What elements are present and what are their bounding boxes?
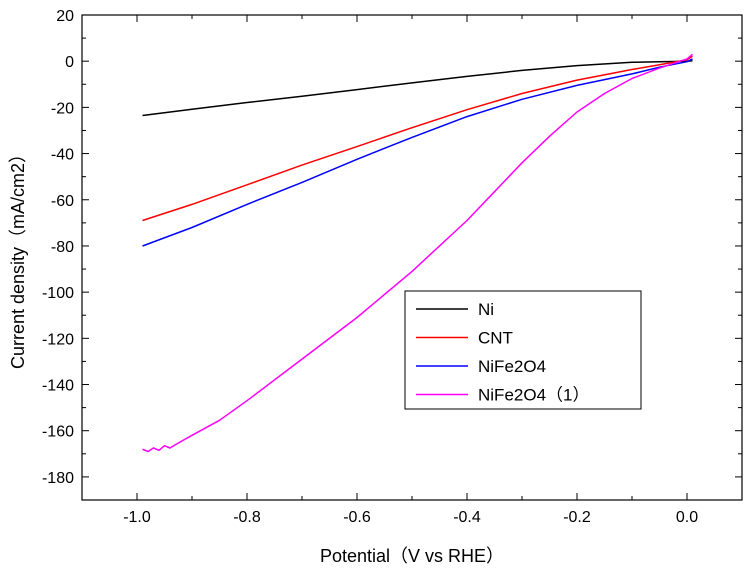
legend-label-2: NiFe2O4 — [478, 357, 546, 376]
x-tick-label: -0.6 — [343, 509, 371, 526]
legend-entries: Ni CNT NiFe2O4 NiFe2O4（1） — [416, 300, 589, 405]
y-tick-label: 20 — [56, 8, 74, 25]
x-tick-label: -1.0 — [123, 509, 151, 526]
y-tick-label: 0 — [65, 54, 74, 71]
legend-label-0: Ni — [478, 300, 494, 319]
legend-label-3: NiFe2O4（1） — [478, 386, 589, 405]
y-tick-label: -60 — [51, 193, 74, 210]
series-layer — [142, 53, 693, 453]
x-tick-label: -0.4 — [453, 509, 481, 526]
series-line-3 — [142, 53, 693, 453]
x-tick-label: -0.2 — [563, 509, 591, 526]
legend: Ni CNT NiFe2O4 NiFe2O4（1） — [404, 290, 642, 410]
y-tick-label: -160 — [42, 424, 74, 441]
legend-box — [404, 290, 642, 410]
x-tick-label: -0.8 — [233, 509, 261, 526]
y-tick-label: -140 — [42, 378, 74, 395]
series-line-1 — [142, 55, 693, 222]
y-tick-label: -100 — [42, 285, 74, 302]
series-line-0 — [142, 59, 693, 117]
tick-label-layer: -1.0 -0.8 -0.6 -0.4 -0.2 0.0 20 0 -20 -40 -60 -80 -1… — [42, 8, 698, 526]
tick-layer — [82, 14, 742, 500]
series-line-2 — [142, 58, 693, 247]
y-tick-label: -20 — [51, 100, 74, 117]
x-axis-title: Potential（V vs RHE） — [320, 546, 504, 566]
y-tick-label: -120 — [42, 331, 74, 348]
y-tick-label: -80 — [51, 239, 74, 256]
y-tick-label: -180 — [42, 470, 74, 487]
plot-frame — [81, 14, 743, 501]
y-tick-label: -40 — [51, 147, 74, 164]
legend-label-1: CNT — [478, 329, 513, 348]
x-tick-label: 0.0 — [676, 509, 698, 526]
y-axis-title: Current density（mA/cm2） — [8, 145, 28, 369]
